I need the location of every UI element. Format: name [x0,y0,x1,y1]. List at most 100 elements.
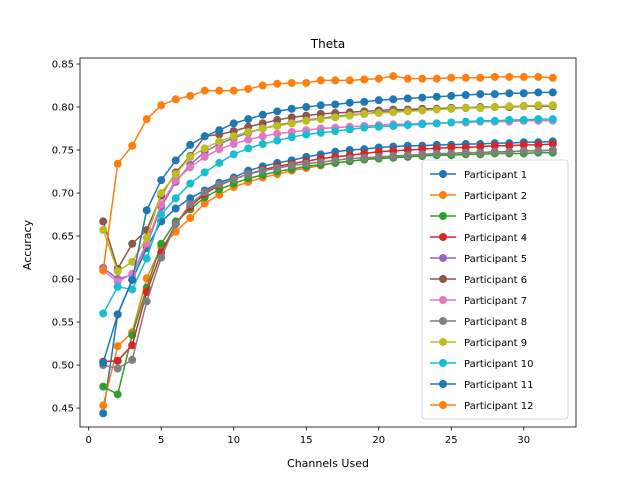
data-point [215,86,224,95]
data-point [273,129,282,138]
legend-marker [439,233,447,241]
data-point [316,101,325,110]
legend-item: Participant 5 [430,254,527,265]
data-point [287,113,296,122]
x-tick-label: 20 [372,435,385,446]
data-point [432,74,441,83]
data-point [113,267,122,276]
data-point [157,176,166,185]
data-point [113,356,122,365]
data-point [534,140,543,149]
data-point [476,142,485,151]
legend-marker [439,191,447,199]
x-tick-label: 10 [227,435,240,446]
data-point [113,159,122,168]
x-tick-label: 30 [517,435,530,446]
legend: Participant 1 Participant 2 Participant 3 P… [421,159,569,420]
data-point [403,74,412,83]
legend-box [421,159,569,420]
data-point [113,342,122,351]
data-point [447,118,456,127]
data-point [157,253,166,262]
data-point [418,74,427,83]
data-point [113,364,122,373]
data-point [360,123,369,132]
legend-label: Participant 4 [464,233,527,244]
series-10 [99,115,557,318]
data-point [490,72,499,81]
data-point [389,72,398,81]
data-point [142,206,151,215]
data-point [316,76,325,85]
data-point [287,104,296,113]
data-point [258,110,267,119]
legend-marker [439,359,447,367]
data-point [490,147,499,156]
x-tick-label: 0 [86,435,92,446]
data-point [476,73,485,82]
data-point [273,121,282,130]
data-point [360,109,369,118]
data-point [186,163,195,172]
y-tick-label: 0.75 [52,146,74,157]
data-point [389,121,398,130]
data-point [157,239,166,248]
data-point [331,76,340,85]
x-tick-label: 5 [158,435,164,446]
data-point [374,152,383,161]
data-point [157,210,166,219]
data-point [519,115,528,124]
data-point [273,115,282,124]
data-point [548,88,557,97]
y-tick-label: 0.55 [52,318,74,329]
data-point [142,233,151,242]
data-point [215,126,224,135]
data-point [128,239,137,248]
data-point [403,151,412,160]
legend-marker [439,254,447,262]
data-point [447,149,456,158]
data-point [374,74,383,83]
data-point [418,150,427,159]
data-point [374,96,383,105]
data-point [244,84,253,93]
y-tick-label: 0.65 [52,232,74,243]
legend-marker [439,338,447,346]
data-point [447,73,456,82]
legend-item: Participant 7 [430,296,527,307]
legend-item: Participant 2 [430,191,527,202]
data-point [200,152,209,161]
data-point [244,115,253,124]
data-point [244,144,253,153]
data-point [200,188,209,197]
legend-item: Participant 6 [430,275,527,286]
data-point [534,115,543,124]
data-point [287,161,296,170]
legend-marker [439,380,447,388]
data-point [186,213,195,222]
data-point [186,91,195,100]
data-point [128,341,137,350]
legend-label: Participant 1 [464,170,527,181]
data-point [200,168,209,177]
data-point [258,81,267,90]
data-point [505,72,514,81]
data-point [345,111,354,120]
series-11 [99,88,557,367]
data-point [186,179,195,188]
x-axis-label: Channels Used [287,457,369,470]
data-point [229,119,238,128]
legend-label: Participant 3 [464,212,527,223]
data-point [99,358,108,367]
data-point [534,88,543,97]
data-point [229,86,238,95]
legend-label: Participant 11 [464,380,533,391]
y-tick-label: 0.45 [52,404,74,415]
data-point [186,140,195,149]
data-point [432,149,441,158]
data-point [302,130,311,139]
legend-item: Participant 9 [430,338,527,349]
legend-item: Participant 12 [430,401,533,412]
data-point [432,92,441,101]
